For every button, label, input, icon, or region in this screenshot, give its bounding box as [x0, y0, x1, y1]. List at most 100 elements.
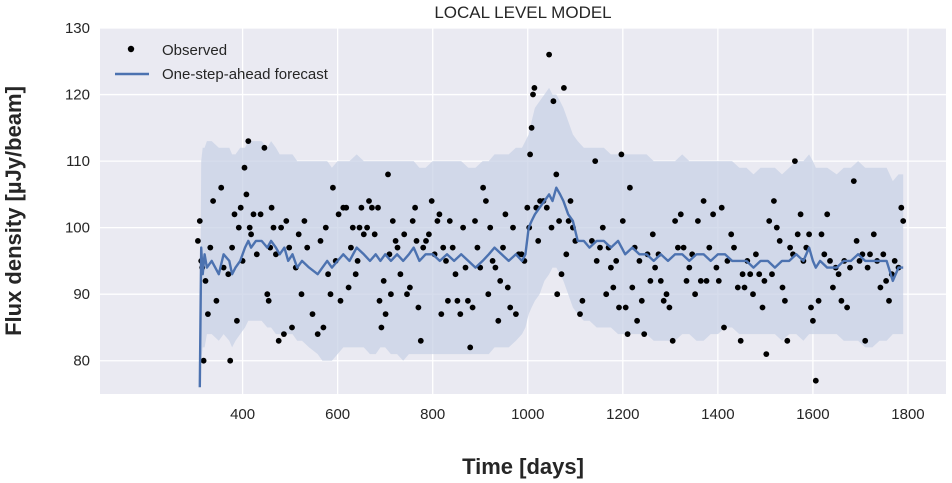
- observed-point: [394, 244, 401, 251]
- observed-point: [436, 211, 443, 218]
- forecast-line: [198, 186, 904, 388]
- observed-point: [666, 304, 673, 311]
- observed-point: [457, 311, 464, 317]
- legend-marker-observed: [127, 45, 135, 53]
- observed-point: [443, 258, 449, 264]
- y-tick-label: 80: [73, 353, 90, 370]
- observed-point: [202, 278, 209, 284]
- observed-point: [462, 264, 469, 271]
- observed-point: [502, 211, 509, 218]
- observed-point: [792, 158, 798, 165]
- observed-point: [880, 251, 887, 258]
- observed-point: [210, 198, 217, 204]
- observed-point: [507, 304, 514, 311]
- observed-point: [261, 144, 268, 151]
- observed-point: [629, 284, 636, 291]
- observed-point: [480, 184, 486, 191]
- observed-point: [275, 337, 282, 344]
- observed-point: [460, 224, 466, 231]
- observed-point: [660, 297, 667, 304]
- observed-point: [763, 351, 770, 357]
- observed-point: [454, 297, 461, 304]
- observed-point: [245, 138, 252, 145]
- observed-point: [246, 224, 253, 231]
- observed-point: [597, 244, 603, 251]
- observed-point: [844, 304, 850, 311]
- observed-point: [710, 211, 716, 218]
- observed-point: [543, 204, 550, 211]
- observed-point: [669, 337, 676, 344]
- observed-point: [283, 218, 290, 224]
- observed-point: [364, 224, 370, 231]
- observed-point: [847, 264, 853, 271]
- observed-point: [449, 244, 456, 251]
- observed-point: [784, 337, 791, 344]
- y-tick-labels: 80 90 100 110 120 130: [65, 20, 90, 370]
- observed-point: [553, 171, 560, 178]
- observed-point: [205, 311, 211, 317]
- observed-point: [426, 231, 432, 238]
- chart-title: LOCAL LEVEL MODEL: [434, 3, 611, 22]
- observed-point: [376, 297, 383, 304]
- observed-point: [530, 91, 536, 98]
- observed-point: [756, 271, 763, 278]
- observed-point: [385, 171, 391, 178]
- observed-point: [561, 85, 567, 91]
- observed-point: [821, 251, 828, 258]
- x-tick-label: 1800: [891, 406, 924, 423]
- observed-point: [548, 224, 555, 231]
- observed-point: [301, 218, 308, 224]
- observed-point: [818, 231, 825, 238]
- observed-point: [808, 304, 814, 311]
- observed-point: [649, 231, 656, 238]
- observed-point: [797, 211, 804, 218]
- observed-point: [264, 291, 271, 298]
- observed-point: [900, 218, 907, 224]
- observed-point: [675, 244, 681, 251]
- observed-point: [504, 284, 511, 291]
- observed-point: [467, 344, 474, 351]
- observed-point: [556, 218, 562, 224]
- observed-point: [304, 244, 311, 251]
- observed-point: [281, 331, 287, 337]
- observed-point: [265, 297, 272, 304]
- observed-point: [392, 238, 399, 244]
- observed-point: [349, 224, 356, 231]
- observed-point: [369, 204, 375, 211]
- observed-point: [513, 311, 519, 317]
- observed-point: [518, 251, 525, 258]
- observed-point: [309, 311, 316, 317]
- legend: Observed One-step-ahead forecast: [115, 42, 329, 83]
- observed-point: [677, 211, 684, 218]
- observed-point: [348, 244, 354, 251]
- observed-point: [638, 297, 645, 304]
- confidence-band: [199, 87, 904, 388]
- observed-point: [870, 231, 877, 238]
- observed-point: [497, 278, 504, 284]
- observed-point: [563, 251, 570, 258]
- observed-point: [567, 198, 574, 204]
- observed-point: [867, 251, 873, 258]
- observed-point: [227, 357, 234, 364]
- observed-point: [358, 204, 365, 211]
- observed-point: [589, 238, 595, 244]
- observed-point: [225, 271, 232, 278]
- observed-point: [327, 291, 334, 298]
- observed-point: [827, 258, 833, 264]
- observed-point: [728, 231, 735, 238]
- observed-point: [593, 258, 600, 264]
- observed-point: [234, 317, 240, 324]
- observed-point: [434, 218, 441, 224]
- observed-point: [647, 278, 654, 284]
- observed-point: [622, 304, 629, 311]
- observed-point: [565, 218, 572, 224]
- observed-point: [495, 317, 502, 324]
- observed-point: [747, 271, 754, 278]
- observed-point: [445, 297, 451, 304]
- observed-point: [663, 291, 670, 298]
- observed-point: [248, 231, 255, 238]
- observed-point: [554, 291, 561, 298]
- observed-point: [898, 204, 905, 211]
- observed-point: [592, 158, 599, 165]
- observed-point: [794, 231, 801, 238]
